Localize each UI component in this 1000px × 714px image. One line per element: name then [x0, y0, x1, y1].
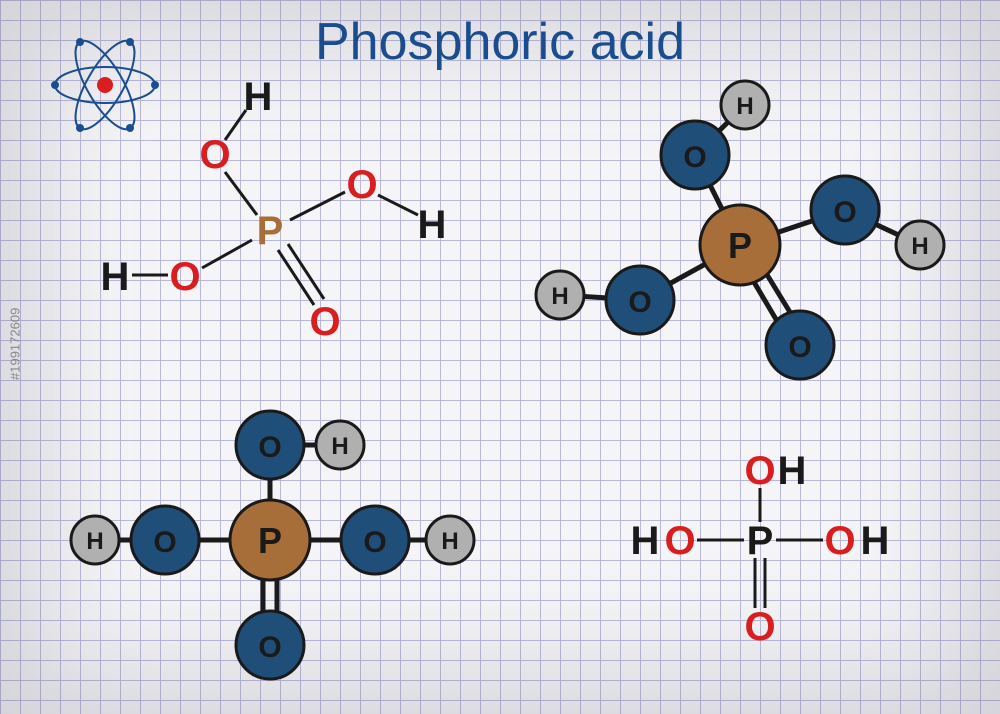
atom-o: O	[199, 133, 230, 177]
svg-text:O: O	[744, 605, 775, 649]
svg-text:O: O	[258, 431, 281, 464]
svg-text:H: H	[911, 233, 928, 260]
svg-text:H: H	[778, 449, 807, 493]
ball-stick-tr: P O O O O H H H	[536, 81, 944, 379]
atom-h: H	[101, 255, 130, 299]
svg-text:O: O	[664, 519, 695, 563]
atom-p: P	[257, 209, 284, 253]
svg-text:O: O	[683, 141, 706, 174]
svg-text:P: P	[747, 519, 774, 563]
structural-formula-tl: P O O O O H H H	[101, 75, 447, 344]
atom-o: O	[169, 255, 200, 299]
svg-text:O: O	[788, 331, 811, 364]
atom-h: H	[244, 75, 273, 119]
svg-text:P: P	[258, 520, 282, 561]
svg-text:H: H	[86, 528, 103, 555]
molecules-svg: P O O O O H H H	[0, 0, 1000, 714]
ball-stick-bl: P O O O O H H H	[71, 411, 474, 679]
svg-text:O: O	[833, 196, 856, 229]
svg-text:O: O	[363, 526, 386, 559]
atom-h: H	[418, 203, 447, 247]
svg-text:P: P	[728, 225, 752, 266]
svg-text:O: O	[258, 631, 281, 664]
svg-text:O: O	[824, 519, 855, 563]
svg-text:H: H	[441, 528, 458, 555]
svg-text:O: O	[153, 526, 176, 559]
canvas: Phosphoric acid #199172609	[0, 0, 1000, 714]
svg-text:H: H	[861, 519, 890, 563]
svg-text:O: O	[744, 449, 775, 493]
svg-text:H: H	[551, 283, 568, 310]
structural-formula-br: P O O O O H H H	[631, 449, 890, 649]
svg-text:H: H	[736, 93, 753, 120]
svg-text:H: H	[331, 433, 348, 460]
svg-text:O: O	[628, 286, 651, 319]
svg-text:H: H	[631, 519, 660, 563]
atom-o: O	[309, 300, 340, 344]
atom-o: O	[346, 163, 377, 207]
